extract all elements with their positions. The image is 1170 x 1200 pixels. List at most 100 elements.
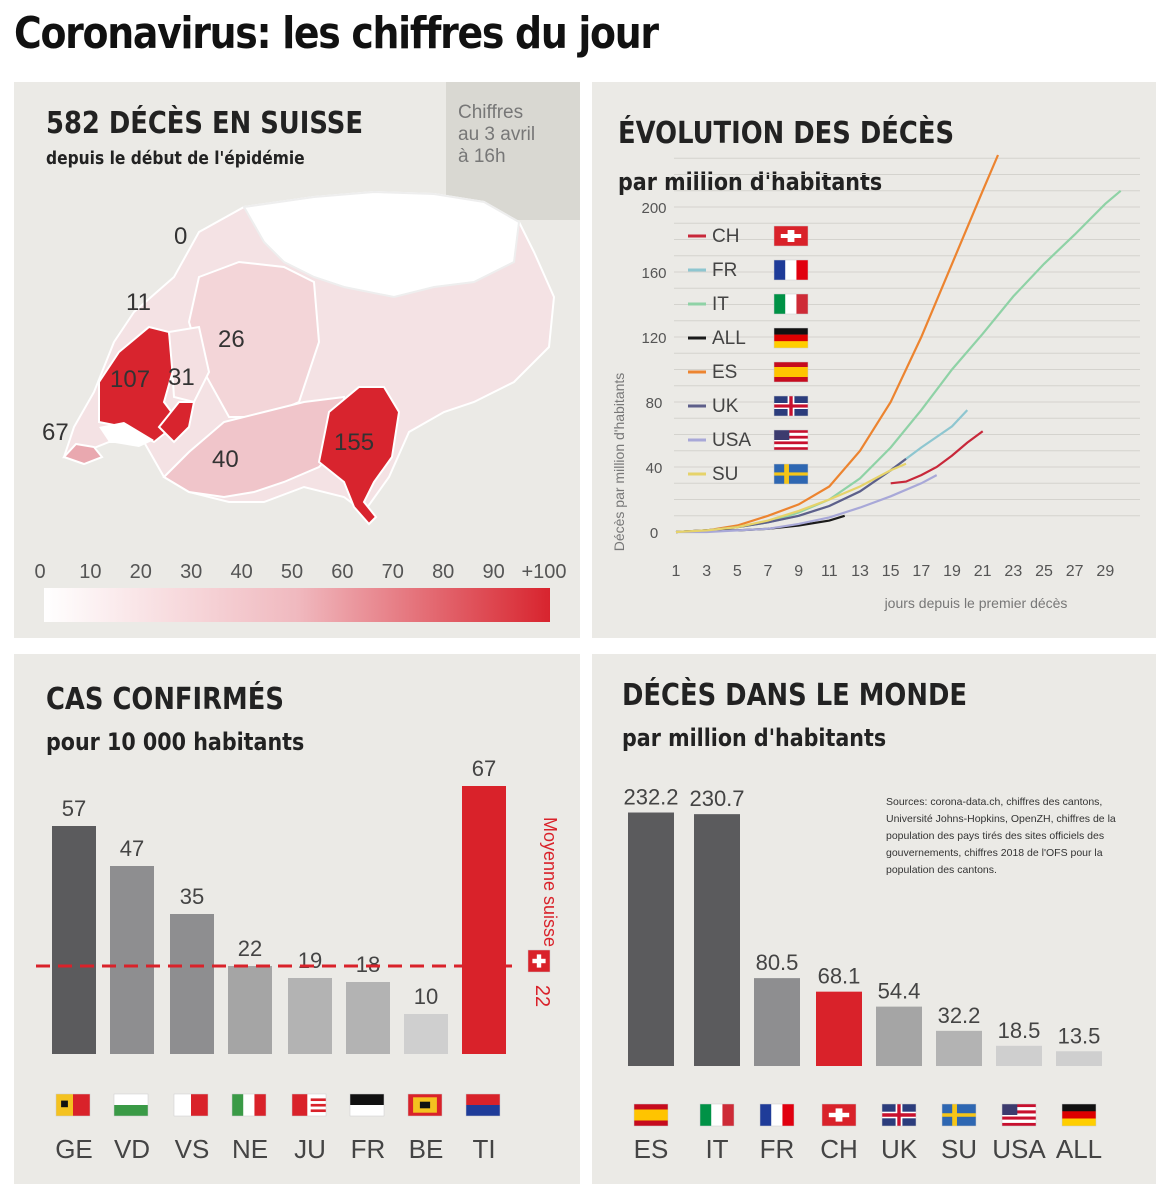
x-tick-label: 15 [882, 563, 900, 580]
world-subtitle: par million d'habitants [622, 724, 887, 752]
flag-es-icon [773, 361, 809, 383]
bar-value-label: 57 [62, 796, 86, 821]
bar-vs [170, 914, 214, 1054]
x-tick-label: 11 [821, 563, 838, 580]
category-label-fr: FR [760, 1134, 795, 1164]
map-title: 582 DÉCÈS EN SUISSE [46, 106, 363, 141]
map-region-ti [317, 386, 401, 526]
map-label-be: 26 [218, 326, 245, 353]
map-label-ti: 155 [334, 429, 374, 456]
flag-ch-icon [821, 1103, 857, 1127]
legend-label-su: SU [712, 464, 738, 485]
flag-fr-icon [759, 1103, 795, 1127]
bar-value-label: 54.4 [878, 979, 921, 1004]
bar-ch [816, 991, 862, 1066]
bar-uk [876, 1006, 922, 1066]
legend-label-es: ES [712, 362, 737, 383]
bar-value-label: 35 [180, 884, 204, 909]
category-label-fr: FR [351, 1134, 386, 1164]
panel-world-deaths: DÉCÈS DANS LE MONDE par million d'habita… [592, 654, 1156, 1184]
bar-value-label: 47 [120, 836, 144, 861]
bar-fr [754, 978, 800, 1066]
legend-label-ch: CH [712, 226, 739, 247]
bar-fr [346, 982, 390, 1054]
map-region-ge [62, 442, 104, 466]
map-label-fr: 31 [168, 364, 195, 391]
x-tick-label: 9 [794, 563, 803, 580]
series-line-es [675, 154, 1000, 534]
line-xlabel: jours depuis le premier décès [884, 595, 1068, 611]
y-tick-label: 200 [641, 200, 666, 217]
y-tick-label: 40 [646, 460, 663, 477]
flag-usa-icon [1001, 1103, 1037, 1127]
y-tick-label: 160 [641, 265, 666, 282]
category-label-su: SU [941, 1134, 977, 1164]
x-tick-label: 23 [1004, 563, 1022, 580]
scale-tick: 60 [331, 561, 353, 583]
flag-fr-icon [349, 1093, 385, 1117]
world-title: DÉCÈS DANS LE MONDE [622, 678, 967, 713]
flag-it-icon [773, 293, 809, 315]
category-label-es: ES [634, 1134, 669, 1164]
x-tick-label: 25 [1035, 563, 1053, 580]
flag-be-icon [407, 1093, 443, 1117]
category-label-ti: TI [472, 1134, 495, 1164]
x-tick-label: 21 [974, 563, 992, 580]
legend-label-it: IT [712, 294, 729, 315]
reference-line-value: 22 [531, 985, 553, 1007]
y-tick-label: 80 [646, 395, 663, 412]
category-label-usa: USA [992, 1134, 1046, 1164]
flag-usa-icon [773, 429, 809, 451]
legend-label-all: ALL [712, 328, 746, 349]
x-tick-label: 7 [764, 563, 773, 580]
sources-note: Sources: corona-data.ch, chiffres des ca… [886, 796, 1116, 876]
scale-tick: 0 [34, 561, 45, 583]
scale-tick: 40 [230, 561, 252, 583]
bar-ti [462, 786, 506, 1054]
bar-value-label: 67 [472, 756, 496, 781]
panel-switzerland-map: 582 DÉCÈS EN SUISSE depuis le début de l… [14, 82, 580, 638]
flag-su-icon [773, 463, 809, 485]
x-tick-label: 5 [733, 563, 742, 580]
bar-su [936, 1030, 982, 1066]
date-line-2: au 3 avril [458, 124, 536, 145]
bar-value-label: 19 [298, 948, 322, 973]
scale-tick: 50 [281, 561, 303, 583]
flag-fr-icon [773, 259, 809, 281]
map-label-ge: 67 [42, 419, 69, 446]
flag-ju-icon [291, 1093, 327, 1117]
bar-value-label: 13.5 [1058, 1023, 1101, 1048]
scale-tick: 80 [432, 561, 454, 583]
bar-value-label: 18.5 [998, 1018, 1041, 1043]
bar-ge [52, 826, 96, 1054]
evolution-subtitle: par million d'habitants [618, 168, 883, 196]
y-tick-label: 120 [641, 330, 666, 347]
bar-value-label: 80.5 [756, 950, 799, 975]
legend-label-fr: FR [712, 260, 737, 281]
flag-uk-icon [881, 1103, 917, 1127]
flag-all-icon [773, 327, 809, 349]
scale-tick: 70 [382, 561, 404, 583]
bar-be [404, 1014, 448, 1054]
flag-ch-icon [773, 225, 809, 247]
map-region-vs-red [157, 401, 196, 444]
bar-ju [288, 978, 332, 1054]
bar-usa [996, 1045, 1042, 1066]
category-label-be: BE [409, 1134, 444, 1164]
x-tick-label: 3 [702, 563, 711, 580]
flag-vs-icon [173, 1093, 209, 1117]
swiss-flag-icon [527, 949, 551, 973]
date-box: Chiffres au 3 avril à 16h [446, 82, 580, 220]
flag-ti-icon [465, 1093, 501, 1117]
x-tick-label: 19 [943, 563, 961, 580]
bar-value-label: 68.1 [818, 964, 861, 989]
switzerland-map: 0 11 26 107 31 67 40 155 0 10 20 30 40 50 60 70… [34, 190, 567, 622]
bar-vd [110, 866, 154, 1054]
category-label-ne: NE [232, 1134, 268, 1164]
bar-value-label: 32.2 [938, 1003, 981, 1028]
map-subtitle: depuis le début de l'épidémie [46, 148, 305, 169]
x-tick-label: 17 [912, 563, 930, 580]
legend-label-usa: USA [712, 430, 751, 451]
